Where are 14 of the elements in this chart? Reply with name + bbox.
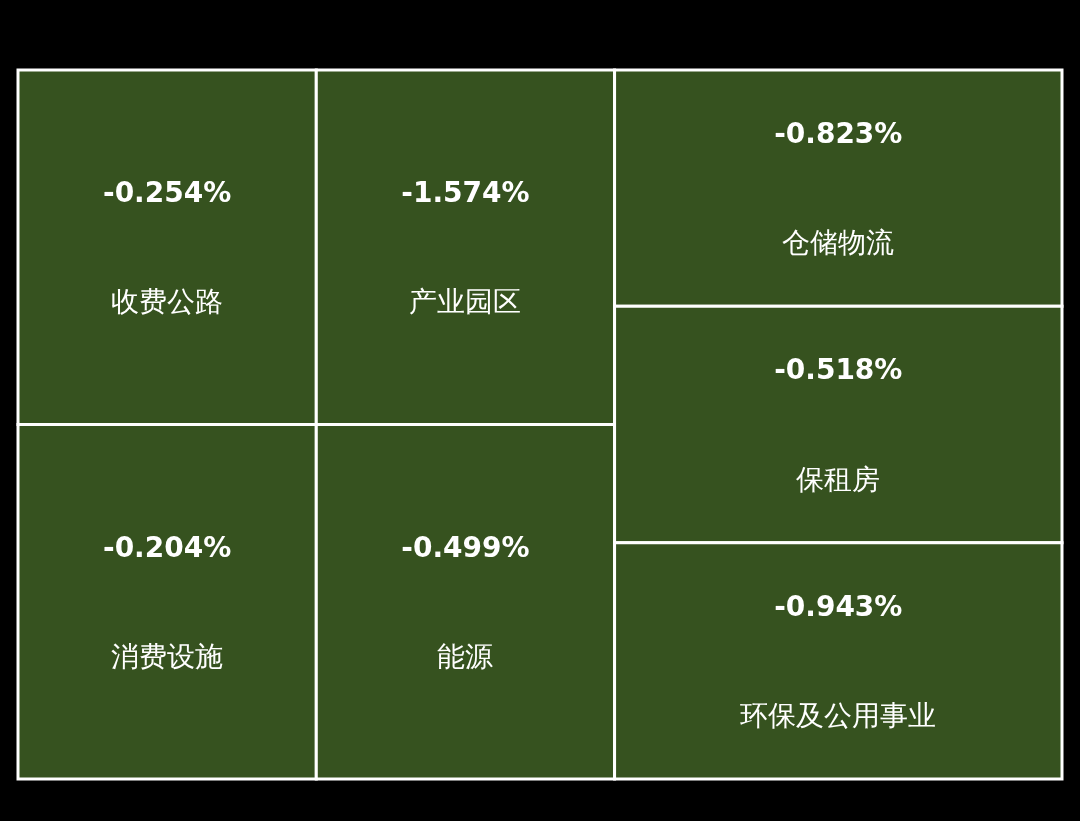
category-label: 仓储物流 (782, 226, 895, 260)
category-label: 产业园区 (409, 285, 522, 319)
data-label: -0.254% (103, 176, 232, 210)
category-label: 收费公路 (111, 285, 224, 319)
data-label: -0.499% (401, 530, 530, 564)
category-label: 能源 (437, 639, 494, 673)
category-label: 保租房 (796, 462, 881, 496)
category-label: 消费设施 (111, 639, 224, 673)
data-label: -0.204% (103, 530, 232, 564)
category-label: 环保及公用事业 (740, 698, 937, 732)
data-label: -0.518% (774, 353, 903, 387)
data-label: -1.574% (401, 176, 530, 210)
data-label: -0.943% (774, 589, 903, 623)
data-label: -0.823% (774, 117, 903, 151)
